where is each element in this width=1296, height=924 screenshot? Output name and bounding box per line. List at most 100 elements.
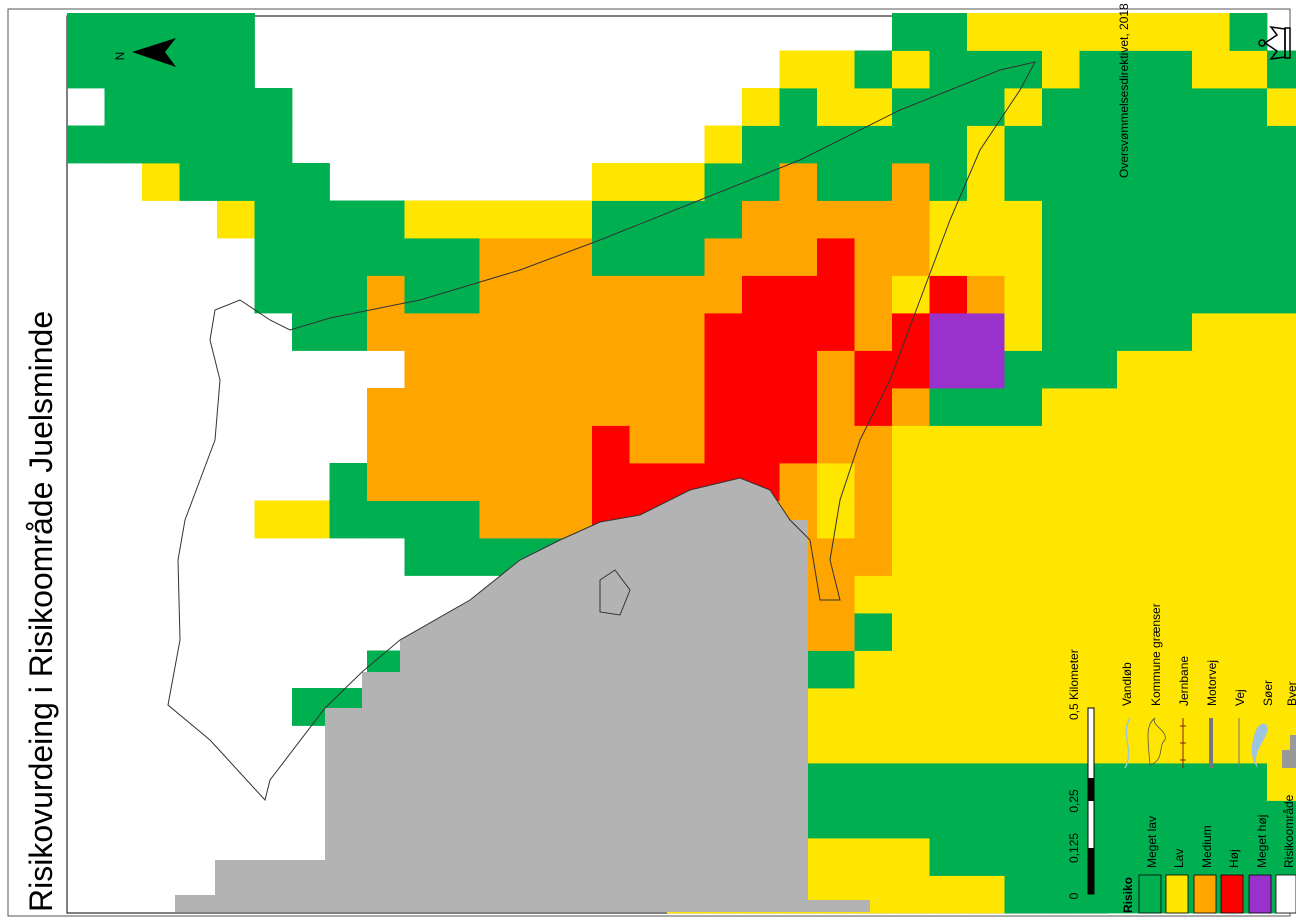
risk-cell — [967, 613, 1005, 651]
risk-cell — [779, 50, 818, 89]
risk-cell — [742, 200, 780, 239]
risk-cell — [817, 125, 855, 164]
risk-cell — [1192, 575, 1230, 614]
risk-cell — [1004, 538, 1043, 576]
risk-cell — [1154, 613, 1193, 651]
risk-cell — [1042, 500, 1080, 539]
legend-feature-items: Vandløb Kommune grænser Jernbane Motorve… — [1120, 603, 1296, 769]
risk-cell — [404, 313, 443, 351]
risk-cell — [1229, 313, 1268, 351]
risk-cell — [929, 313, 968, 351]
land-area — [175, 478, 870, 912]
risk-cell — [817, 200, 855, 239]
risk-cell — [1154, 200, 1193, 239]
risk-cell — [1229, 463, 1268, 501]
municipality-border-icon — [1147, 717, 1166, 766]
risk-cell — [1004, 875, 1043, 914]
risk-cell — [179, 125, 218, 164]
risk-cell — [1192, 613, 1230, 651]
risk-cell — [967, 500, 1005, 539]
risk-cell — [967, 650, 1005, 689]
risk-cell — [967, 388, 1005, 426]
risk-cell — [1042, 163, 1080, 201]
risk-cell — [104, 50, 143, 89]
risk-cell — [1042, 13, 1080, 51]
risk-cell — [1192, 13, 1230, 51]
risk-cell — [517, 313, 555, 351]
risk-cell — [1042, 88, 1080, 126]
risk-cell — [1267, 88, 1296, 126]
risk-cell — [404, 425, 443, 464]
risk-cell — [854, 613, 893, 651]
risk-cell — [404, 500, 443, 539]
risk-cell — [367, 238, 405, 276]
risk-cell — [854, 763, 893, 801]
legend-label-vandlob: Vandløb — [1120, 662, 1134, 706]
legend-swatch-risikoomrade — [1275, 874, 1296, 914]
risk-cell — [179, 163, 218, 201]
risk-cell — [104, 125, 143, 164]
risk-cell — [742, 88, 780, 126]
risk-cell — [442, 500, 480, 539]
risk-cell — [404, 463, 443, 501]
risk-cell — [554, 350, 593, 389]
risk-cell — [104, 88, 143, 126]
risk-cell — [517, 350, 555, 389]
risk-cell — [479, 500, 518, 539]
scale-tick-0125: 0,125 — [1067, 833, 1081, 863]
risk-cell — [1042, 425, 1080, 464]
legend-swatch-hoj — [1220, 874, 1244, 914]
risk-cell — [854, 650, 893, 689]
risk-cell — [592, 200, 630, 239]
risk-cell — [1042, 275, 1080, 314]
risk-cell — [329, 200, 368, 239]
risk-cell — [967, 800, 1005, 839]
risk-cell — [592, 275, 630, 314]
risk-cell — [592, 313, 630, 351]
risk-cell — [967, 350, 1005, 389]
risk-cell — [817, 275, 855, 314]
risk-cell — [1079, 875, 1118, 914]
risk-cell — [254, 200, 293, 239]
risk-cell — [1192, 388, 1230, 426]
risk-cell — [479, 425, 518, 464]
risk-cell — [817, 800, 855, 839]
risk-cell — [892, 613, 930, 651]
risk-cell — [929, 275, 968, 314]
risk-cell — [1042, 875, 1080, 914]
risk-cell — [1042, 350, 1080, 389]
risk-cell — [517, 463, 555, 501]
risk-cell — [1267, 763, 1296, 801]
risk-cell — [1192, 500, 1230, 539]
risk-cell — [217, 125, 255, 164]
risk-cell — [929, 688, 968, 726]
risk-cell — [1117, 125, 1155, 164]
coastline — [167, 61, 1036, 802]
risk-cell — [892, 688, 930, 726]
legend-risk-items: Meget lav Lav Medium Høj Meget høj Risik… — [1138, 794, 1296, 914]
risk-cell — [1229, 838, 1268, 876]
risk-cell — [892, 650, 930, 689]
scale-tick-0: 0 — [1067, 892, 1081, 899]
risk-cell — [179, 88, 218, 126]
risk-cell — [704, 125, 743, 164]
legend-label-jernbane: Jernbane — [1177, 656, 1191, 706]
risk-cell — [742, 275, 780, 314]
risk-cell — [1004, 13, 1043, 51]
risk-cell — [854, 425, 893, 464]
harbour-outline — [599, 569, 631, 616]
risk-cell — [779, 200, 818, 239]
risk-cell — [1004, 838, 1043, 876]
risk-cell — [1267, 200, 1296, 239]
risk-cell — [104, 13, 143, 51]
risk-cell — [854, 50, 893, 89]
risk-cell — [817, 388, 855, 426]
risk-cell — [629, 425, 668, 464]
risk-cell — [1079, 388, 1118, 426]
risk-cell — [1154, 350, 1193, 389]
risk-cell — [517, 275, 555, 314]
risk-cell — [254, 500, 293, 539]
risk-cell — [479, 350, 518, 389]
risk-cell — [817, 313, 855, 351]
